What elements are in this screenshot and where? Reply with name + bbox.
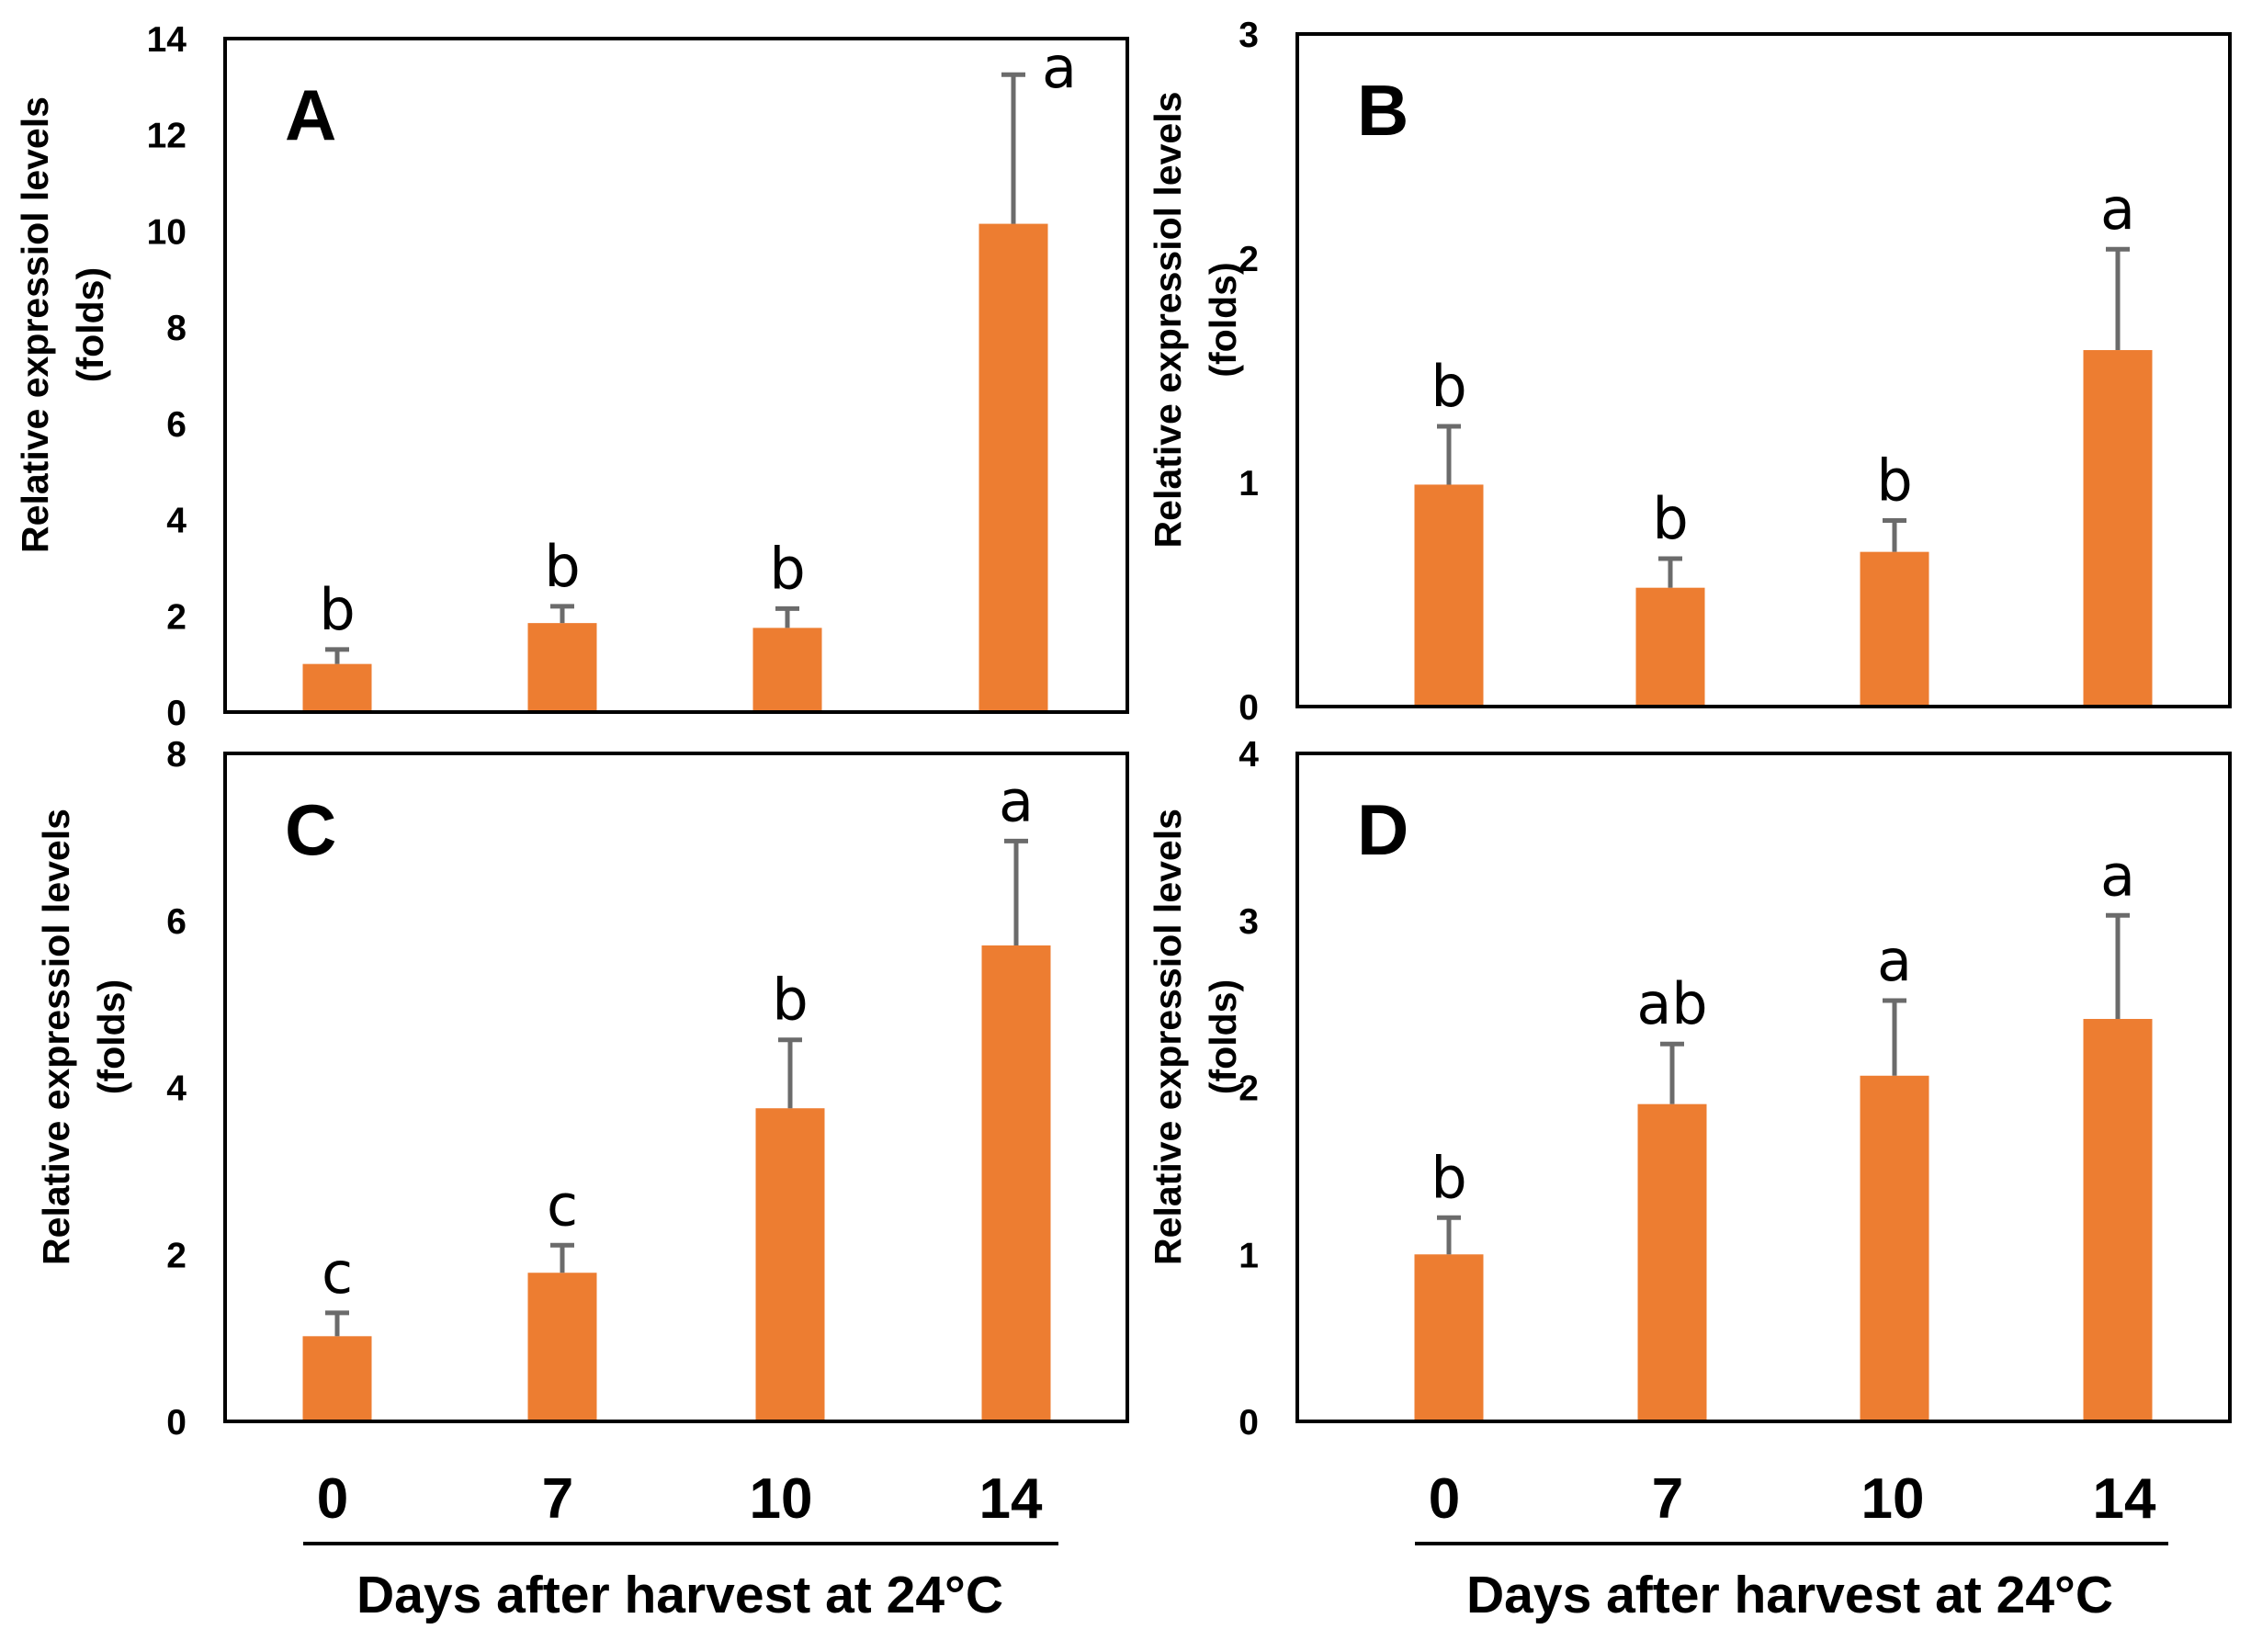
chart-panel-d: 0 1 2 3 4 Relative expressiol levels (folds) b a… — [1147, 735, 2232, 1443]
bar — [978, 223, 1048, 712]
chart-panel-a: 0 2 4 6 8 10 12 14 Relative expressiol levels (fo… — [14, 20, 1129, 733]
x-tick-label: 0 — [317, 1467, 348, 1531]
y-tick-label: 4 — [1239, 735, 1259, 775]
chart-panel-c: 0 2 4 6 8 Relative expressiol levels (folds) c c… — [35, 735, 1129, 1443]
y-tick-label: 12 — [147, 117, 187, 156]
significance-label: ab — [1636, 970, 1707, 1037]
y-tick-label: 0 — [1239, 1403, 1259, 1443]
x-tick-label: 14 — [979, 1467, 1043, 1531]
bar — [1860, 551, 1929, 707]
bar — [1414, 1254, 1484, 1421]
bar — [752, 628, 822, 712]
x-tick-label: 10 — [1861, 1467, 1925, 1531]
y-tick-label: 4 — [166, 1069, 187, 1109]
panel-letter: D — [1357, 789, 1408, 870]
x-axis-left: 0 7 10 14 Days after harvest at 24°C — [303, 1467, 1058, 1624]
significance-label: a — [1877, 927, 1912, 994]
y-axis-label-unit: (folds) — [90, 979, 132, 1094]
y-axis-label: Relative expressiol levels — [14, 96, 56, 553]
bar — [1860, 1075, 1929, 1421]
y-tick-label: 2 — [1239, 1069, 1259, 1109]
significance-label: a — [2100, 175, 2135, 243]
y-tick-label: 6 — [166, 902, 187, 942]
y-axis-label-unit: (folds) — [69, 267, 111, 382]
bar — [1637, 1103, 1707, 1421]
significance-label: a — [2100, 842, 2135, 909]
y-tick-label: 2 — [1239, 240, 1259, 279]
x-tick-label: 7 — [1652, 1467, 1683, 1531]
x-axis-title: Days after harvest at 24°C — [1466, 1566, 2113, 1624]
bar — [527, 623, 597, 712]
y-tick-label: 3 — [1239, 16, 1259, 55]
y-tick-label: 0 — [166, 694, 187, 733]
bar — [1635, 587, 1705, 707]
y-tick-label: 4 — [166, 502, 187, 541]
plot-frame — [223, 37, 1129, 714]
y-tick-label: 3 — [1239, 902, 1259, 942]
bar — [981, 945, 1051, 1421]
significance-label: b — [1652, 485, 1688, 552]
bar — [2083, 350, 2153, 707]
bar — [302, 1336, 372, 1421]
significance-label: b — [772, 967, 808, 1034]
significance-label: b — [1876, 447, 1912, 514]
y-tick-label: 8 — [166, 735, 187, 775]
bar — [2083, 1018, 2153, 1421]
y-axis-label-unit: (folds) — [1202, 262, 1244, 377]
significance-label: a — [999, 767, 1034, 834]
y-axis-label: Relative expressiol levels — [1147, 92, 1189, 549]
x-axis-title: Days after harvest at 24°C — [356, 1566, 1003, 1624]
bar — [755, 1108, 825, 1421]
significance-label: b — [319, 576, 355, 643]
y-tick-label: 6 — [166, 405, 187, 445]
y-tick-label: 8 — [166, 309, 187, 348]
significance-label: b — [769, 535, 805, 602]
y-axis-label: Relative expressiol levels — [35, 809, 77, 1265]
plot-frame — [223, 752, 1129, 1423]
x-axis-right: 0 7 10 14 Days after harvest at 24°C — [1415, 1467, 2168, 1624]
x-tick-label: 0 — [1429, 1467, 1460, 1531]
significance-label: b — [544, 533, 580, 600]
bar — [1414, 484, 1484, 707]
plot-frame — [1295, 752, 2232, 1423]
y-tick-label: 10 — [147, 212, 187, 252]
significance-label: b — [1431, 353, 1466, 420]
x-tick-label: 7 — [542, 1467, 573, 1531]
y-tick-label: 1 — [1239, 1236, 1259, 1275]
bar — [527, 1273, 597, 1421]
panel-letter: B — [1357, 70, 1408, 151]
y-tick-label: 2 — [166, 597, 187, 637]
y-tick-label: 0 — [166, 1403, 187, 1443]
significance-label: a — [1042, 34, 1077, 101]
significance-label: b — [1431, 1144, 1466, 1211]
y-tick-label: 14 — [147, 20, 187, 60]
panel-letter: C — [285, 789, 336, 870]
y-axis-label-unit: (folds) — [1202, 979, 1244, 1094]
y-tick-label: 2 — [166, 1236, 187, 1275]
chart-panel-b: 0 1 2 3 Relative expressiol levels (folds) b b b… — [1147, 16, 2232, 728]
panel-letter: A — [285, 74, 336, 155]
x-tick-label: 10 — [750, 1467, 813, 1531]
significance-label: c — [322, 1239, 353, 1307]
x-tick-label: 14 — [2093, 1467, 2156, 1531]
bar — [302, 663, 372, 712]
y-axis-label: Relative expressiol levels — [1147, 809, 1189, 1265]
y-tick-label: 0 — [1239, 688, 1259, 728]
plot-frame — [1295, 32, 2232, 708]
significance-label: c — [547, 1171, 578, 1239]
y-tick-label: 1 — [1239, 464, 1259, 504]
